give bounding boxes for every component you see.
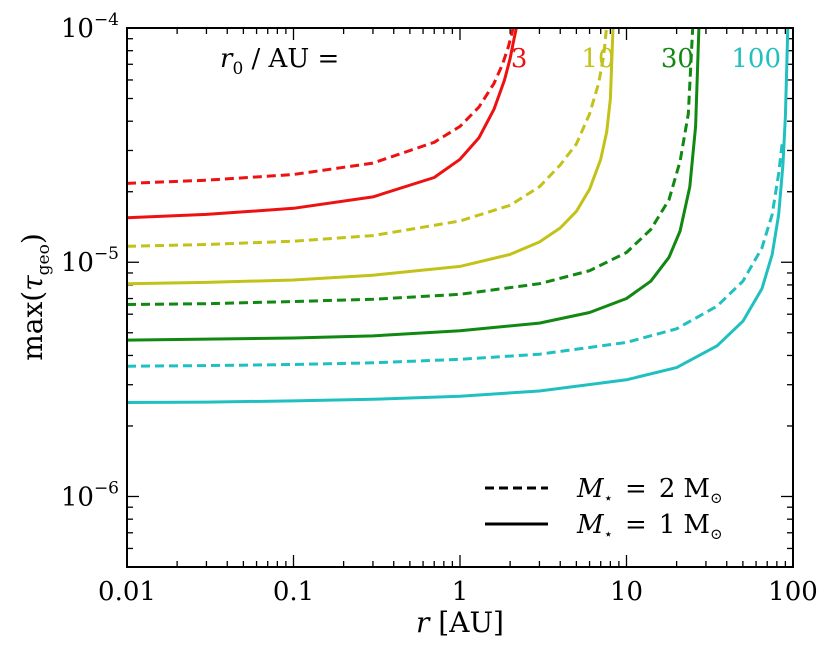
r0-label-3: 3 (511, 44, 528, 74)
x-axis-title: r [AU] (416, 606, 504, 639)
series-line-r0-10-m2-dashed (127, 28, 609, 248)
r0-label-10: 10 (581, 44, 614, 74)
series-line-r0-3-m2-dashed (127, 28, 515, 185)
r0-annotation: r0 / AU = (220, 44, 339, 79)
r0-label-30: 30 (661, 44, 694, 74)
x-tick-label: 0.01 (98, 577, 156, 607)
r0-label-100: 100 (731, 44, 781, 74)
series-line-r0-10-m1-solid (127, 28, 615, 286)
legend-label-solid: M⋆ = 1 M⊙ (576, 510, 723, 543)
r0-labels: 3 10 30 100 (511, 44, 781, 74)
r0-rest: / AU = (243, 44, 339, 74)
r0-symbol: r (220, 44, 234, 74)
series-line-r0-30-m1-solid (127, 28, 701, 342)
plot-frame (126, 27, 794, 568)
r0-subscript: 0 (232, 59, 243, 79)
series-line-r0-3-m1-solid (127, 28, 518, 220)
y-tick-label: 10−4 (61, 10, 119, 44)
x-tick-label: 1 (452, 577, 469, 607)
x-tick-label: 0.1 (273, 577, 314, 607)
series-line-r0-100-m2-dashed (127, 143, 784, 368)
y-tick-label: 10−6 (61, 478, 119, 512)
series-line-r0-30-m2-dashed (127, 28, 695, 306)
series-layer (127, 28, 790, 404)
y-axis-title: max(τgeo) (16, 233, 54, 361)
x-tick-label: 100 (768, 577, 818, 607)
y-tick-label: 10−5 (61, 244, 119, 278)
x-tick-label: 10 (610, 577, 643, 607)
series-line-r0-100-m1-solid (127, 28, 790, 404)
legend: M⋆ = 2 M⊙ M⋆ = 1 M⊙ (485, 474, 723, 543)
legend-label-dashed: M⋆ = 2 M⊙ (576, 474, 723, 507)
